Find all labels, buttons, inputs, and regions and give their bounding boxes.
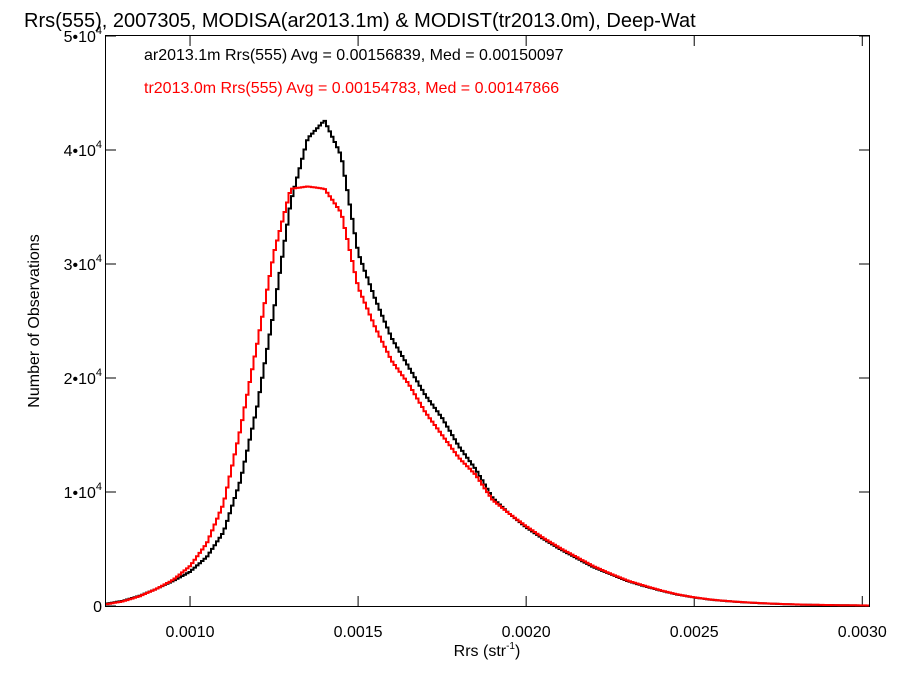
- x-axis-label-main: Rrs (str: [454, 643, 507, 660]
- y-tick-label: 1•104: [64, 481, 102, 502]
- plot-frame: [105, 35, 870, 607]
- y-tick-label: 2•104: [64, 367, 102, 388]
- y-axis-label: Number of Observations: [26, 234, 43, 407]
- x-tick-label: 0.0025: [670, 624, 719, 641]
- y-tick-label: 3•104: [64, 253, 102, 274]
- chart-title: Rrs(555), 2007305, MODISA(ar2013.1m) & M…: [24, 10, 696, 32]
- x-tick-label: 0.0030: [838, 624, 887, 641]
- series-lines: [106, 119, 869, 607]
- y-tick-label: 5•104: [64, 25, 102, 46]
- x-axis-label-unit-exponent: -1: [506, 641, 515, 652]
- series-line-tr2013: [106, 185, 869, 607]
- y-tick-label: 0: [93, 599, 102, 616]
- legend-entry-ar2013: ar2013.1m Rrs(555) Avg = 0.00156839, Med…: [144, 47, 564, 64]
- y-axis-ticks: 0 1•104 2•104 3•104 4•104 5•104: [64, 25, 869, 616]
- x-axis-label-close: ): [515, 643, 520, 660]
- x-tick-label: 0.0020: [502, 624, 551, 641]
- legend-entry-tr2013: tr2013.0m Rrs(555) Avg = 0.00154783, Med…: [144, 80, 559, 97]
- x-axis-label: Rrs (str-1): [454, 641, 521, 660]
- x-axis-ticks: 0.0010 0.0015 0.0020 0.0025 0.0030: [166, 36, 887, 641]
- x-tick-label: 0.0015: [334, 624, 383, 641]
- x-tick-label: 0.0010: [166, 624, 215, 641]
- y-tick-label: 4•104: [64, 139, 102, 160]
